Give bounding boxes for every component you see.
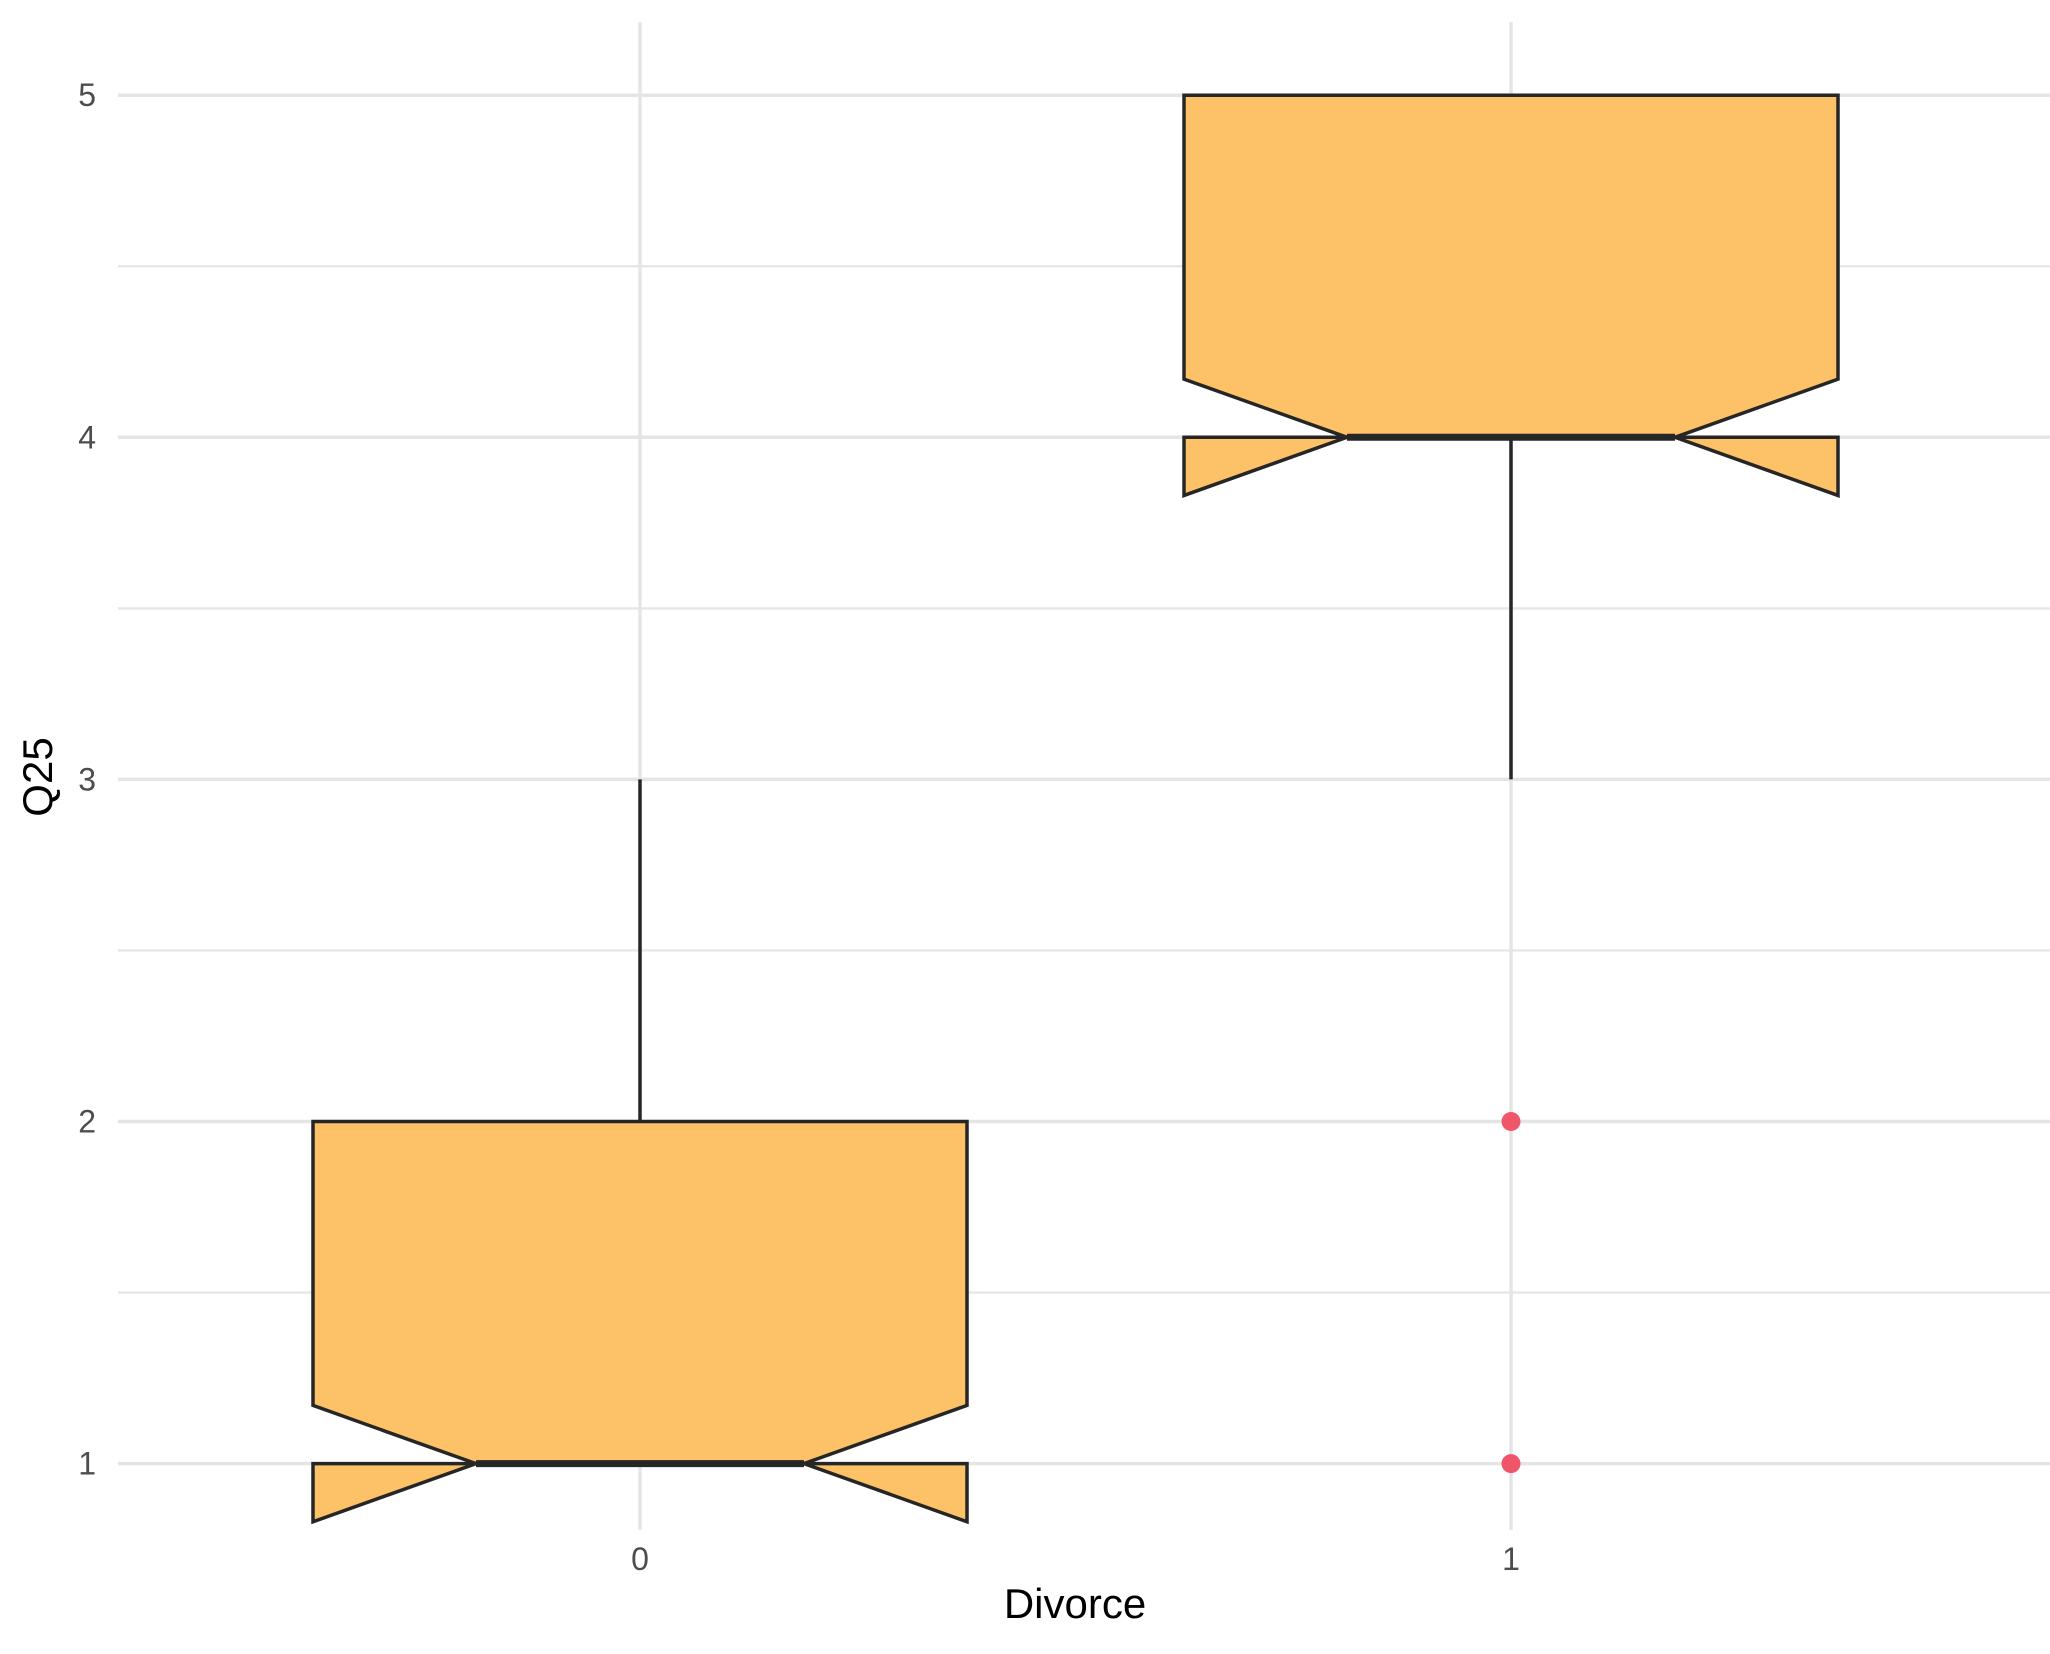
- y-tick-label: 1: [78, 1446, 96, 1482]
- outlier-point: [1501, 1112, 1521, 1131]
- x-tick-label: 0: [631, 1541, 649, 1577]
- x-axis-title: Divorce: [1004, 1580, 1146, 1627]
- y-tick-label: 2: [78, 1104, 96, 1140]
- outlier-point: [1501, 1454, 1521, 1474]
- box-category-1: [1182, 93, 1840, 498]
- x-tick-label: 1: [1502, 1541, 1520, 1577]
- outliers: [1501, 1112, 1521, 1474]
- y-tick-label: 4: [78, 419, 96, 455]
- y-tick-labels: 1 2 3 4 5: [78, 77, 96, 1481]
- y-tick-label: 3: [78, 761, 96, 797]
- boxes: [311, 93, 1840, 1525]
- box-category-0: [311, 1119, 969, 1525]
- y-tick-label: 5: [78, 77, 96, 113]
- y-axis-title: Q25: [14, 737, 61, 816]
